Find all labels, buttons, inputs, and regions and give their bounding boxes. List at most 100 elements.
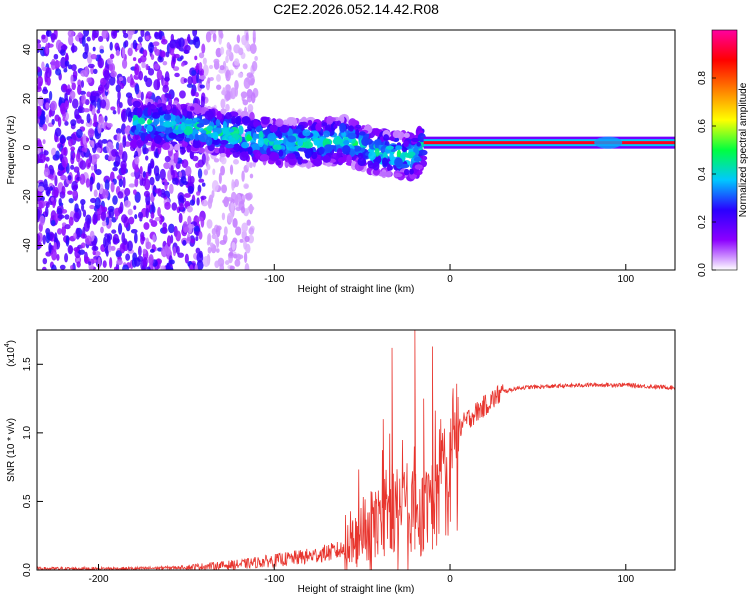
heatmap-cell — [249, 162, 253, 169]
heatmap-cell — [245, 193, 252, 201]
snr-y-label: SNR (10 * v/v) — [6, 418, 17, 482]
heatmap-cell — [192, 155, 199, 162]
heatmap-cell — [216, 225, 222, 231]
heatmap-cell — [220, 165, 225, 176]
heatmap-cell — [323, 144, 334, 153]
heatmap-cell — [117, 223, 123, 235]
heatmap-cell — [226, 212, 234, 224]
heatmap-cell — [91, 245, 99, 252]
heatmap-cell — [154, 216, 161, 222]
heatmap-cell — [64, 54, 69, 62]
heatmap-cell — [152, 234, 157, 243]
heatmap-cell — [109, 257, 113, 269]
heatmap-cell — [57, 116, 62, 128]
heatmap-cell — [192, 30, 198, 37]
heatmap-cell — [181, 62, 185, 67]
heatmap-cell — [184, 137, 191, 142]
heatmap-cell — [122, 176, 126, 189]
heatmap-cell — [89, 204, 95, 210]
heatmap-cell — [307, 119, 313, 126]
spectrogram-x-tick-label: -100 — [264, 274, 284, 285]
heatmap-cell — [59, 264, 66, 270]
heatmap-cell — [134, 177, 139, 188]
heatmap-cell — [368, 151, 377, 161]
heatmap-cell — [148, 254, 154, 266]
heatmap-cell — [64, 60, 70, 67]
heatmap-cell — [90, 53, 98, 60]
heatmap-cell — [358, 131, 366, 136]
heatmap-cell — [311, 123, 317, 131]
heatmap-cell — [414, 164, 423, 170]
colorbar-label: Normalized spectral amplitude — [738, 82, 749, 217]
heatmap-cell — [122, 136, 127, 149]
heatmap-cell — [109, 41, 113, 51]
heatmap-cell — [100, 211, 107, 222]
heatmap-cell — [208, 64, 214, 70]
heatmap-cell — [339, 122, 347, 133]
heatmap-cell — [86, 77, 92, 84]
heatmap-cell — [162, 104, 167, 111]
colorbar: 0.0 0.2 0.4 0.6 0.8 Normalized spectral ampl… — [697, 29, 749, 277]
heatmap-cell — [279, 124, 289, 133]
heatmap-cell — [272, 144, 282, 150]
heatmap-cell — [45, 42, 49, 55]
heatmap-cell — [75, 128, 83, 139]
heatmap-cell — [187, 215, 192, 225]
heatmap-cell — [304, 141, 314, 149]
heatmap-cell — [37, 66, 41, 73]
heatmap-cell — [259, 153, 270, 162]
heatmap-cell — [392, 130, 400, 139]
spectrogram-y-label: Frequency (Hz) — [6, 116, 17, 185]
heatmap-cell — [96, 213, 101, 221]
heatmap-cell — [206, 163, 211, 171]
heatmap-cell — [224, 260, 230, 266]
heatmap-cell — [228, 137, 236, 143]
heatmap-cell — [293, 128, 302, 134]
heatmap-cell — [140, 132, 146, 141]
heatmap-cell — [164, 93, 172, 99]
heatmap-cell — [244, 184, 249, 189]
heatmap-cell — [196, 259, 204, 270]
heatmap-cell — [161, 142, 171, 151]
heatmap-cell — [138, 117, 146, 125]
heatmap-cell — [64, 214, 70, 220]
heatmap-cell — [160, 265, 166, 270]
heatmap-cell — [45, 156, 50, 162]
heatmap-cell — [239, 238, 244, 243]
heatmap-cell — [268, 140, 274, 146]
heatmap-cell — [288, 146, 298, 152]
heatmap-cell — [145, 208, 149, 219]
heatmap-cell — [360, 146, 366, 153]
heatmap-cell — [90, 154, 98, 166]
colorbar-frame — [711, 29, 738, 271]
heatmap-cell — [225, 69, 231, 82]
heatmap-cell — [235, 116, 242, 125]
spectrogram-y-tick-label: -20 — [22, 189, 33, 204]
heatmap-cell — [110, 181, 115, 193]
heatmap-cell — [249, 111, 255, 122]
heatmap-cell — [85, 178, 90, 188]
heatmap-cell — [46, 76, 51, 86]
heatmap-cell — [213, 58, 220, 64]
heatmap-cell — [93, 113, 97, 125]
heatmap-cell — [372, 168, 381, 176]
heatmap-cell — [57, 170, 64, 177]
heatmap-cell — [122, 264, 129, 270]
heatmap-cell — [230, 87, 237, 100]
snr-y-tick-label: 0.5 — [22, 494, 33, 508]
heatmap-cell — [186, 146, 192, 153]
colorbar-gradient — [712, 30, 737, 270]
heatmap-cell — [73, 166, 80, 173]
heatmap-cell — [80, 199, 86, 205]
heatmap-cell — [115, 250, 123, 258]
heatmap-cell — [220, 98, 226, 109]
heatmap-cell — [224, 143, 235, 149]
heatmap-cell — [94, 250, 101, 257]
heatmap-cell — [77, 79, 82, 87]
heatmap-cell — [37, 211, 40, 217]
heatmap-cell — [39, 215, 45, 226]
heatmap-cell — [90, 165, 95, 171]
snr-y-tick-label: 1.5 — [22, 357, 33, 371]
heatmap-cell — [153, 165, 160, 177]
spectrogram-y-tick-label: 40 — [22, 44, 33, 56]
